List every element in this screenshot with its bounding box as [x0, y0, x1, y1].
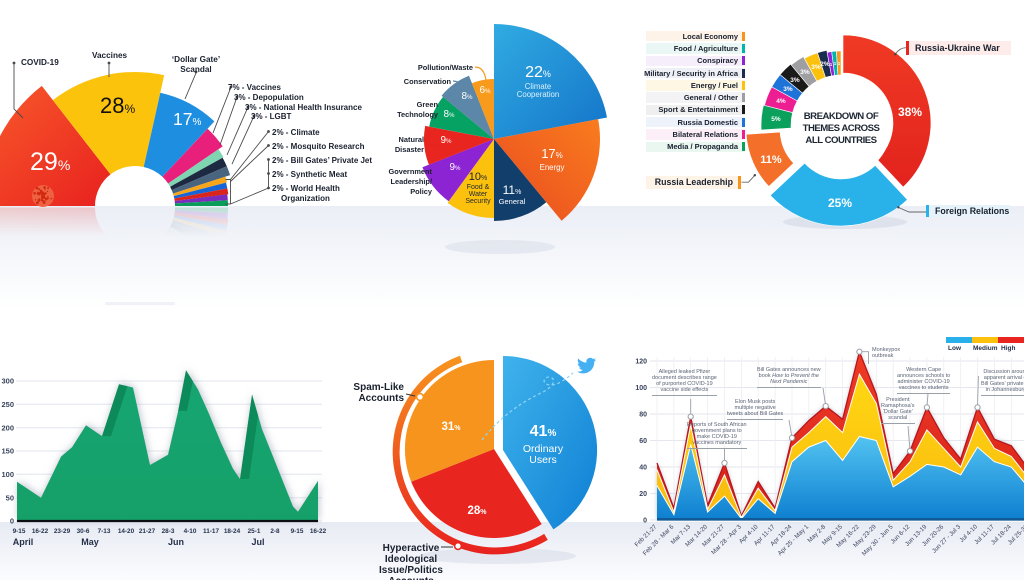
svg-text:Security: Security — [465, 198, 491, 205]
svg-text:2-8: 2-8 — [270, 528, 280, 535]
svg-text:Medium: Medium — [973, 345, 998, 352]
svg-text:8%: 8% — [444, 109, 456, 120]
svg-text:April: April — [13, 537, 34, 547]
svg-text:7% - Vaccines: 7% - Vaccines — [228, 83, 281, 92]
svg-text:Jul: Jul — [251, 537, 264, 547]
svg-text:20: 20 — [639, 491, 647, 498]
svg-text:BREAKDOWN OF: BREAKDOWN OF — [804, 111, 879, 122]
svg-text:3% - LGBT: 3% - LGBT — [251, 112, 292, 121]
svg-text:Vaccines: Vaccines — [92, 51, 127, 60]
svg-text:Accounts: Accounts — [358, 393, 404, 404]
svg-text:Users: Users — [529, 454, 556, 466]
svg-text:16-22: 16-22 — [310, 528, 327, 535]
svg-text:9%: 9% — [450, 162, 462, 173]
svg-text:0: 0 — [643, 517, 647, 524]
svg-text:6%: 6% — [480, 85, 492, 96]
svg-text:1: 1 — [838, 61, 841, 66]
svg-text:COVID-19: COVID-19 — [21, 58, 59, 67]
svg-text:1: 1 — [834, 61, 837, 66]
svg-text:Jun: Jun — [168, 537, 184, 547]
svg-text:3%: 3% — [783, 86, 793, 93]
svg-text:4-10: 4-10 — [184, 528, 197, 535]
svg-text:11-17: 11-17 — [203, 528, 219, 535]
svg-text:250: 250 — [1, 400, 14, 409]
svg-text:Technology: Technology — [397, 110, 439, 119]
svg-text:22%: 22% — [525, 64, 551, 81]
svg-text:2%: 2% — [820, 61, 830, 68]
svg-text:Cooperation: Cooperation — [517, 90, 559, 99]
svg-text:3%: 3% — [811, 64, 821, 71]
svg-text:8%: 8% — [462, 91, 474, 102]
svg-text:2% - World Health: 2% - World Health — [272, 184, 340, 193]
svg-text:Food &: Food & — [467, 184, 490, 191]
svg-text:3%: 3% — [800, 69, 810, 76]
svg-text:‘Dollar Gate’: ‘Dollar Gate’ — [172, 55, 220, 64]
svg-text:ALL COUNTRIES: ALL COUNTRIES — [805, 135, 877, 146]
svg-text:Conservation: Conservation — [404, 77, 452, 86]
svg-text:9%: 9% — [441, 135, 453, 146]
svg-text:Pollution/Waste: Pollution/Waste — [418, 63, 473, 72]
svg-text:2% - Bill Gates’ Private Jet: 2% - Bill Gates’ Private Jet — [272, 156, 372, 165]
svg-text:Scandal: Scandal — [180, 65, 211, 74]
svg-text:May: May — [81, 537, 99, 547]
svg-text:Climate: Climate — [525, 82, 551, 91]
svg-text:3%: 3% — [790, 77, 800, 84]
svg-text:2% - Mosquito Research: 2% - Mosquito Research — [272, 142, 365, 151]
svg-text:Government: Government — [388, 167, 432, 176]
svg-text:Low: Low — [948, 345, 962, 352]
svg-text:5%: 5% — [771, 116, 781, 123]
svg-text:9-15: 9-15 — [291, 528, 304, 535]
svg-text:THEMES ACROSS: THEMES ACROSS — [803, 123, 881, 134]
svg-text:25-1: 25-1 — [248, 528, 261, 535]
svg-text:80: 80 — [639, 411, 647, 418]
svg-text:200: 200 — [1, 423, 14, 432]
svg-text:25%: 25% — [828, 196, 852, 210]
svg-text:50: 50 — [6, 493, 14, 502]
svg-text:4%: 4% — [776, 98, 786, 105]
svg-text:120: 120 — [635, 358, 647, 365]
svg-text:1: 1 — [830, 62, 833, 67]
svg-text:14-20: 14-20 — [118, 528, 135, 535]
svg-text:Accounts: Accounts — [388, 576, 434, 580]
svg-text:Energy: Energy — [540, 163, 565, 172]
svg-text:16-22: 16-22 — [32, 528, 49, 535]
svg-text:Ideological: Ideological — [385, 554, 437, 565]
svg-text:High: High — [1001, 345, 1015, 352]
svg-text:23-29: 23-29 — [54, 528, 71, 535]
svg-text:Disaster: Disaster — [395, 145, 424, 154]
svg-text:38%: 38% — [898, 105, 922, 119]
svg-text:Hyperactive: Hyperactive — [383, 543, 440, 554]
svg-text:30-6: 30-6 — [77, 528, 90, 535]
svg-text:18-24: 18-24 — [224, 528, 241, 535]
svg-text:60: 60 — [639, 438, 647, 445]
svg-text:3% - National Health Insurance: 3% - National Health Insurance — [245, 103, 362, 112]
svg-text:Spam-Like: Spam-Like — [353, 382, 404, 393]
svg-text:Ordinary: Ordinary — [523, 443, 564, 455]
svg-text:2% - Climate: 2% - Climate — [272, 128, 320, 137]
svg-text:100: 100 — [635, 385, 647, 392]
svg-text:40: 40 — [639, 464, 647, 471]
svg-text:Organization: Organization — [281, 194, 330, 203]
svg-text:28-3: 28-3 — [162, 528, 175, 535]
svg-text:General: General — [499, 197, 526, 206]
svg-text:11%: 11% — [760, 154, 782, 166]
svg-text:2% - Synthetic Meat: 2% - Synthetic Meat — [272, 170, 347, 179]
svg-text:9-15: 9-15 — [13, 528, 26, 535]
svg-text:Green: Green — [417, 100, 439, 109]
svg-text:0: 0 — [10, 517, 14, 526]
svg-text:3% - Depopulation: 3% - Depopulation — [234, 93, 304, 102]
svg-text:21-27: 21-27 — [139, 528, 156, 535]
svg-text:Issue/Politics: Issue/Politics — [379, 565, 443, 576]
svg-text:7-13: 7-13 — [98, 528, 111, 535]
svg-text:Water: Water — [469, 191, 488, 198]
svg-text:Leadership/: Leadership/ — [391, 177, 432, 186]
svg-text:150: 150 — [1, 447, 14, 456]
svg-text:41%: 41% — [530, 423, 557, 440]
svg-text:Natural: Natural — [399, 135, 424, 144]
svg-text:300: 300 — [1, 377, 14, 386]
svg-text:100: 100 — [1, 470, 14, 479]
svg-text:Policy: Policy — [410, 187, 433, 196]
